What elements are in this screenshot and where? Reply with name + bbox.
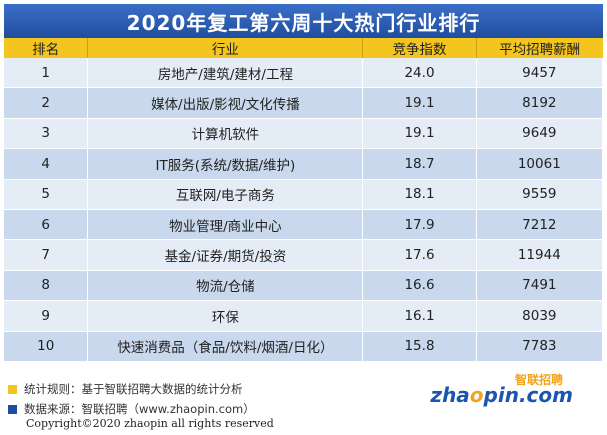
- page-title: 2020年复工第六周十大热门行业排行: [4, 4, 603, 38]
- cell-industry: 环保: [88, 301, 363, 331]
- cell-average-salary: 9559: [476, 179, 602, 209]
- cell-industry: 房地产/建筑/建材/工程: [88, 58, 363, 88]
- zhaopin-logo: 智联招聘 zhaopin.com: [430, 377, 573, 407]
- footnote-rule: 统计规则：基于智联招聘大数据的统计分析: [8, 381, 243, 397]
- cell-average-salary: 7783: [476, 331, 602, 361]
- header-rank: 排名: [4, 38, 88, 58]
- logo-en-prefix: zha: [430, 383, 469, 407]
- cell-competition-index: 19.1: [363, 88, 476, 118]
- header-competition-index: 竞争指数: [363, 38, 476, 58]
- cell-rank: 9: [4, 301, 88, 331]
- cell-competition-index: 19.1: [363, 118, 476, 148]
- cell-competition-index: 16.1: [363, 301, 476, 331]
- cell-rank: 2: [4, 88, 88, 118]
- footnote-source: 数据来源：智联招聘（www.zhaopin.com）: [8, 401, 255, 417]
- cell-rank: 5: [4, 179, 88, 209]
- cell-rank: 3: [4, 118, 88, 148]
- cell-rank: 10: [4, 331, 88, 361]
- cell-competition-index: 16.6: [363, 270, 476, 300]
- cell-competition-index: 17.6: [363, 240, 476, 270]
- cell-average-salary: 8192: [476, 88, 602, 118]
- cell-industry: 快速消费品（食品/饮料/烟酒/日化）: [88, 331, 363, 361]
- table-row: 4 IT服务(系统/数据/维护) 18.7 10061: [4, 149, 603, 179]
- table-row: 5 互联网/电子商务 18.1 9559: [4, 179, 603, 209]
- table-row: 2 媒体/出版/影视/文化传播 19.1 8192: [4, 88, 603, 118]
- cell-competition-index: 24.0: [363, 58, 476, 88]
- footnote-rule-text: 统计规则：基于智联招聘大数据的统计分析: [24, 381, 243, 397]
- yellow-square-icon: [8, 385, 17, 394]
- table-header-row: 排名 行业 竞争指数 平均招聘薪酬: [4, 38, 603, 58]
- header-average-salary: 平均招聘薪酬: [476, 38, 602, 58]
- cell-industry: 媒体/出版/影视/文化传播: [88, 88, 363, 118]
- table-row: 8 物流/仓储 16.6 7491: [4, 270, 603, 300]
- cell-rank: 7: [4, 240, 88, 270]
- cell-rank: 1: [4, 58, 88, 88]
- copyright-text: Copyright©2020 zhaopin all rights reserv…: [26, 417, 274, 430]
- table-row: 9 环保 16.1 8039: [4, 301, 603, 331]
- table-row: 10 快速消费品（食品/饮料/烟酒/日化） 15.8 7783: [4, 331, 603, 361]
- table-row: 7 基金/证券/期货/投资 17.6 11944: [4, 240, 603, 270]
- cell-competition-index: 18.7: [363, 149, 476, 179]
- cell-industry: 计算机软件: [88, 118, 363, 148]
- cell-rank: 8: [4, 270, 88, 300]
- cell-competition-index: 18.1: [363, 179, 476, 209]
- cell-average-salary: 9649: [476, 118, 602, 148]
- table-row: 1 房地产/建筑/建材/工程 24.0 9457: [4, 58, 603, 88]
- logo-cn-text: 智联招聘: [515, 371, 563, 388]
- cell-industry: 物流/仓储: [88, 270, 363, 300]
- cell-competition-index: 15.8: [363, 331, 476, 361]
- cell-average-salary: 9457: [476, 58, 602, 88]
- cell-average-salary: 8039: [476, 301, 602, 331]
- cell-average-salary: 11944: [476, 240, 602, 270]
- cell-industry: 物业管理/商业中心: [88, 209, 363, 239]
- cell-rank: 4: [4, 149, 88, 179]
- blue-square-icon: [8, 405, 17, 414]
- cell-average-salary: 7212: [476, 209, 602, 239]
- cell-industry: IT服务(系统/数据/维护): [88, 149, 363, 179]
- cell-average-salary: 10061: [476, 149, 602, 179]
- industry-ranking-table: 排名 行业 竞争指数 平均招聘薪酬 1 房地产/建筑/建材/工程 24.0 9457 2…: [4, 38, 603, 362]
- cell-industry: 基金/证券/期货/投资: [88, 240, 363, 270]
- cell-competition-index: 17.9: [363, 209, 476, 239]
- cell-rank: 6: [4, 209, 88, 239]
- table-row: 6 物业管理/商业中心 17.9 7212: [4, 209, 603, 239]
- cell-average-salary: 7491: [476, 270, 602, 300]
- header-industry: 行业: [88, 38, 363, 58]
- footnote-source-text: 数据来源：智联招聘（www.zhaopin.com）: [24, 401, 255, 417]
- table-row: 3 计算机软件 19.1 9649: [4, 118, 603, 148]
- cell-industry: 互联网/电子商务: [88, 179, 363, 209]
- logo-en-o: o: [470, 383, 484, 407]
